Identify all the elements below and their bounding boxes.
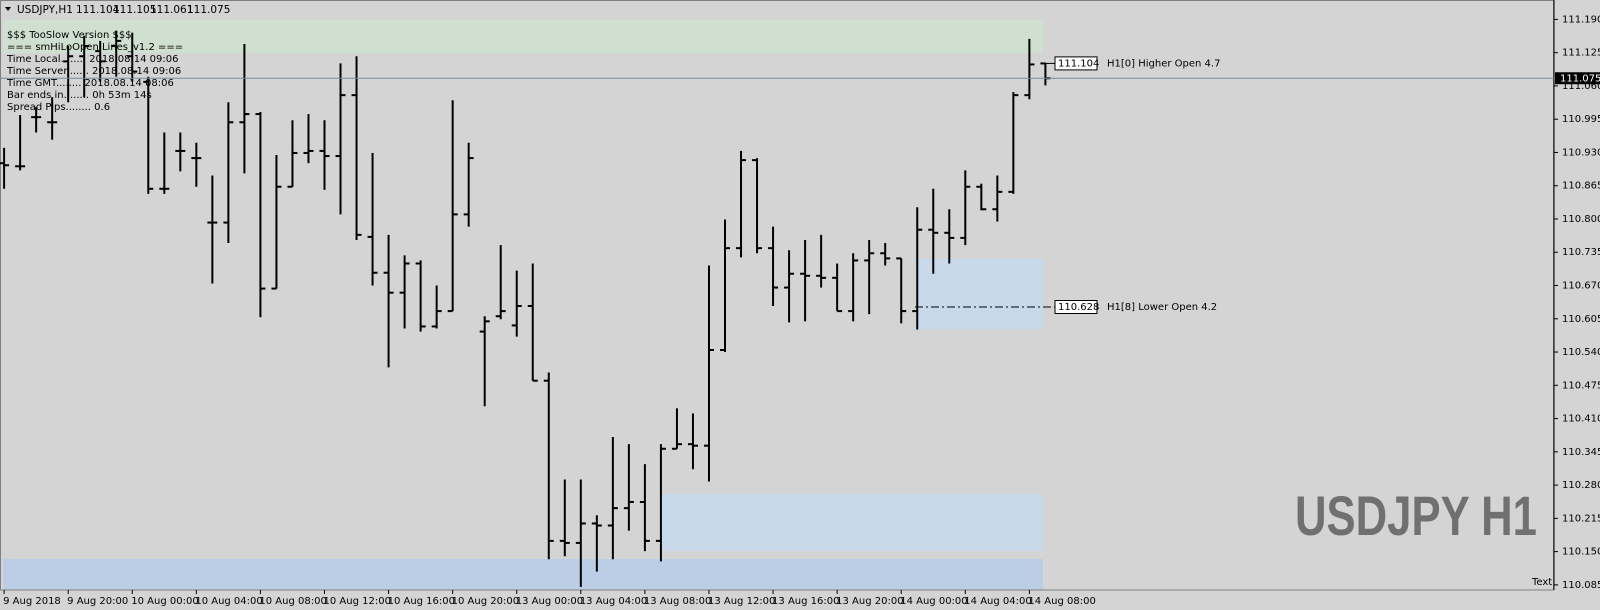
- y-tick-label: 110.995: [1562, 114, 1600, 125]
- info-line: Bar ends in........ 0h 53m 14s: [7, 90, 152, 101]
- y-tick-label: 110.475: [1562, 380, 1600, 391]
- y-tick-label: 110.410: [1562, 414, 1600, 425]
- x-tick-label: 14 Aug 04:00: [964, 596, 1031, 607]
- y-tick-label: 110.345: [1562, 447, 1600, 458]
- zone-high: [3, 20, 1043, 53]
- level-label: H1[8] Lower Open 4.2: [1107, 302, 1217, 313]
- y-tick-label: 111.125: [1562, 48, 1600, 59]
- level-value: 110.628: [1058, 302, 1099, 313]
- x-tick-label: 13 Aug 20:00: [836, 596, 903, 607]
- x-tick-label: 13 Aug 08:00: [644, 596, 711, 607]
- header-open: 111.104: [76, 4, 120, 16]
- x-tick-label: 10 Aug 16:00: [388, 596, 455, 607]
- x-tick-label: 10 Aug 00:00: [131, 596, 198, 607]
- x-tick-label: 13 Aug 04:00: [580, 596, 647, 607]
- y-tick-label: 110.215: [1562, 513, 1600, 524]
- y-tick-label: 110.280: [1562, 480, 1600, 491]
- x-tick-label: 14 Aug 00:00: [900, 596, 967, 607]
- x-tick-label: 10 Aug 08:00: [259, 596, 326, 607]
- level-label: H1[0] Higher Open 4.7: [1107, 58, 1220, 69]
- y-tick-label: 110.085: [1562, 580, 1600, 591]
- header-high: 111.105: [113, 4, 156, 16]
- y-tick-label: 110.150: [1562, 547, 1600, 558]
- x-tick-label: 10 Aug 04:00: [195, 596, 262, 607]
- zone-low: [3, 559, 1043, 590]
- y-tick-label: 110.540: [1562, 347, 1600, 358]
- info-line: $$$ TooSlow Version $$$: [7, 30, 132, 41]
- y-tick-label: 110.670: [1562, 281, 1600, 292]
- y-tick-label: 110.800: [1562, 214, 1600, 225]
- x-tick-label: 13 Aug 16:00: [772, 596, 839, 607]
- x-tick-label: 14 Aug 08:00: [1028, 596, 1095, 607]
- chart-title: USDJPY,H1: [17, 4, 73, 16]
- x-tick-label: 9 Aug 2018: [3, 596, 61, 607]
- level-box: [1054, 56, 1098, 71]
- level-value: 111.104: [1058, 58, 1099, 69]
- info-line: Spread Pips........ 0.6: [7, 102, 110, 113]
- watermark: USDJPY H1: [1295, 485, 1537, 547]
- x-tick-label: 10 Aug 20:00: [452, 596, 519, 607]
- x-tick-label: 13 Aug 12:00: [708, 596, 775, 607]
- x-tick-label: 10 Aug 12:00: [324, 596, 391, 607]
- info-line: Time Server....... 2018.08.14 09:06: [6, 66, 181, 77]
- zone-low: [915, 259, 1043, 329]
- level-box: [1054, 300, 1098, 315]
- y-tick-label: 110.735: [1562, 247, 1600, 258]
- menu-arrow[interactable]: [5, 7, 11, 11]
- corner-text[interactable]: Text: [1531, 577, 1552, 588]
- zone-low: [660, 494, 1043, 551]
- y-tick-label: 111.190: [1562, 14, 1600, 25]
- y-tick-label: 111.060: [1562, 81, 1600, 92]
- price-label-box: [1555, 72, 1600, 85]
- info-line: === smHiLoOpen Lines_v1.2 ===: [7, 42, 183, 53]
- header-low: 111.061: [150, 4, 193, 16]
- y-tick-label: 110.865: [1562, 181, 1600, 192]
- y-tick-label: 110.605: [1562, 314, 1600, 325]
- x-tick-label: 13 Aug 00:00: [516, 596, 583, 607]
- info-line: Time Local........ 2018.08.14 09:06: [6, 54, 178, 65]
- price-label: 111.075: [1560, 73, 1600, 84]
- header-close: 111.075: [187, 4, 230, 16]
- y-tick-label: 110.930: [1562, 147, 1600, 158]
- info-line: Time GMT........ 2018.08.14 08:06: [6, 78, 174, 89]
- x-tick-label: 9 Aug 20:00: [67, 596, 128, 607]
